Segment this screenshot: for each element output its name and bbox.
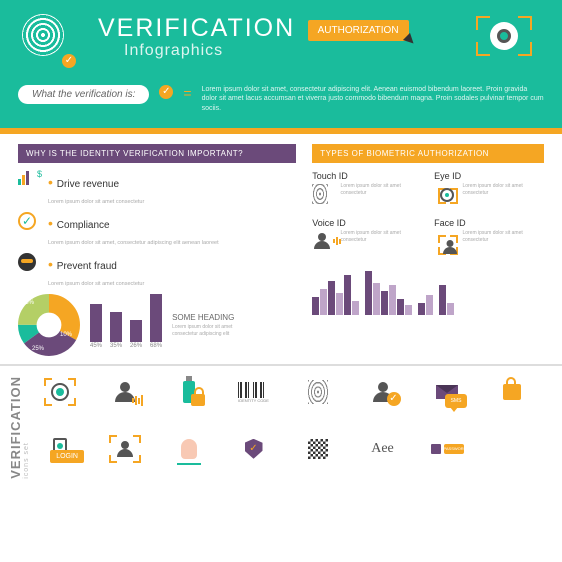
shield-icon: ✓ — [234, 431, 274, 467]
voice-person-icon — [105, 374, 145, 410]
face-scan-icon — [105, 431, 145, 467]
padlock-icon — [492, 374, 532, 410]
some-heading: SOME HEADING — [172, 313, 244, 322]
what-is-text: Lorem ipsum dolor sit amet, consectetur … — [202, 85, 544, 114]
bar-chart: 45%35%26%68% — [90, 301, 162, 349]
bullet-compliance: Compliance — [18, 212, 296, 234]
person-check-icon: ✓ — [363, 374, 403, 410]
authorization-button[interactable]: AUTHORIZATION — [308, 20, 409, 41]
header-banner: ✓ VERIFICATION AUTHORIZATION Infographic… — [0, 0, 562, 128]
bio-face-id: Face IDLorem ipsum dolor sit amet consec… — [434, 218, 544, 255]
bio-touch-id: Touch IDLorem ipsum dolor sit amet conse… — [312, 171, 422, 208]
bullet-fraud: Prevent fraud — [18, 253, 296, 275]
main-title: VERIFICATION — [98, 14, 295, 43]
check-icon: ✓ — [159, 85, 173, 99]
what-is-label: What the verification is: — [18, 85, 149, 104]
donut-chart: 33% 10% 25% — [18, 294, 80, 356]
qr-icon — [298, 431, 338, 467]
usb-lock-icon — [169, 374, 209, 410]
eye-scan-icon — [40, 374, 80, 410]
bullet-revenue: $ Drive revenue — [18, 171, 296, 193]
fingerprint-icon — [298, 374, 338, 410]
check-ring-icon — [18, 212, 40, 234]
chart-dollar-icon: $ — [18, 171, 40, 193]
barcode-icon: IDENTITY CODE — [234, 374, 274, 410]
eye-scan-hero-icon — [476, 16, 532, 56]
hand-scan-icon — [169, 431, 209, 467]
phone-login-icon: LOGIN — [40, 431, 80, 467]
biometric-heading: TYPES OF BIOMETRIC AUTHORIZATION — [312, 144, 544, 163]
bio-voice-id: Voice IDLorem ipsum dolor sit amet conse… — [312, 218, 422, 255]
biometric-chart — [312, 263, 544, 315]
importance-heading: WHY IS THE IDENTITY VERIFICATION IMPORTA… — [18, 144, 296, 163]
thief-icon — [18, 253, 40, 275]
fingerprint-hero-icon: ✓ — [22, 14, 74, 66]
vertical-label: icons setVERIFICATION — [6, 374, 32, 481]
signature-icon: Aee — [363, 431, 403, 467]
equals-icon: = — [183, 85, 191, 101]
sms-envelope-icon: SMS — [427, 374, 467, 410]
icon-set: IDENTITY CODE ✓ SMS LOGIN ✓ Aee PASSWORD — [40, 374, 552, 481]
bio-eye-id: Eye IDLorem ipsum dolor sit amet consect… — [434, 171, 544, 208]
password-icon: PASSWORD — [427, 431, 467, 467]
